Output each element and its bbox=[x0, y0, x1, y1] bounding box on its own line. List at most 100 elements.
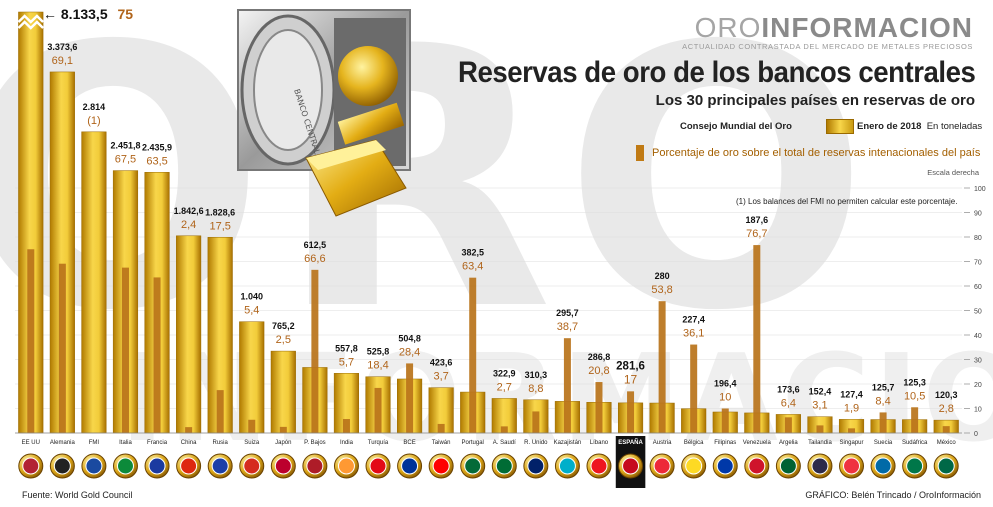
flag-inner-icon bbox=[274, 457, 292, 475]
flag-inner-icon bbox=[590, 457, 608, 475]
axis-break-icon bbox=[17, 20, 44, 30]
flag-inner-icon bbox=[53, 457, 71, 475]
pct-label: 5,4 bbox=[244, 305, 259, 317]
pct-label: 1,9 bbox=[844, 402, 859, 414]
tonnes-label: 765,2 bbox=[272, 321, 295, 331]
tonnes-label: 310,3 bbox=[525, 370, 548, 380]
tonnes-bar bbox=[239, 321, 265, 434]
pct-bar bbox=[216, 390, 224, 433]
footnote: (1) Los balances del FMI no permiten cal… bbox=[736, 197, 958, 206]
category-label: Austria bbox=[653, 440, 672, 446]
brand-name-part1: ORO bbox=[694, 12, 762, 43]
legend-pct-swatch bbox=[636, 145, 644, 161]
flag-inner-icon bbox=[937, 457, 955, 475]
pct-bar bbox=[469, 277, 477, 433]
pct-bar bbox=[848, 428, 856, 433]
footer-credit: GRÁFICO: Belén Trincado / OroInformación bbox=[805, 490, 981, 500]
tonnes-label: 173,6 bbox=[777, 384, 800, 394]
category-label: Suecia bbox=[874, 440, 893, 446]
flag-inner-icon bbox=[464, 457, 482, 475]
flag-inner-icon bbox=[622, 457, 640, 475]
flag-inner-icon bbox=[148, 457, 166, 475]
tonnes-label: 612,5 bbox=[304, 240, 327, 250]
us-tonnes-value: 8.133,5 bbox=[60, 6, 108, 22]
pct-label: 8,8 bbox=[528, 383, 543, 395]
tonnes-label: 227,4 bbox=[682, 315, 705, 325]
pct-bar bbox=[816, 425, 824, 433]
pct-bar bbox=[185, 427, 193, 433]
pct-bar bbox=[753, 245, 761, 433]
category-label: India bbox=[340, 440, 354, 446]
tonnes-label: 382,5 bbox=[461, 248, 484, 258]
pct-label: 2,8 bbox=[939, 403, 954, 415]
tonnes-label: 120,3 bbox=[935, 390, 958, 400]
pct-label: 69,1 bbox=[52, 55, 73, 67]
tonnes-label: 196,4 bbox=[714, 379, 737, 389]
right-axis-tick-label: 80 bbox=[974, 235, 982, 242]
flag-inner-icon bbox=[401, 457, 419, 475]
chart-subtitle: Los 30 principales países en reservas de… bbox=[655, 92, 975, 109]
footer-source: Fuente: World Gold Council bbox=[22, 490, 133, 500]
us-value-callout: ← 8.133,5 75 bbox=[43, 6, 133, 22]
category-label: Alemania bbox=[50, 440, 76, 446]
pct-bar bbox=[627, 391, 635, 433]
tonnes-label: 525,8 bbox=[367, 347, 390, 357]
pct-label: 10 bbox=[719, 392, 731, 404]
tonnes-label: 2.451,8 bbox=[110, 141, 140, 151]
tonnes-label: 281,6 bbox=[616, 360, 645, 372]
right-axis-tick-label: 10 bbox=[974, 407, 982, 414]
us-pct-value: 75 bbox=[117, 6, 134, 22]
category-label: Kazajistán bbox=[554, 440, 582, 446]
brand-name-part2: INFORMACION bbox=[761, 12, 973, 43]
pct-label: 2,7 bbox=[497, 381, 512, 393]
right-axis-tick-label: 20 bbox=[974, 382, 982, 389]
flag-inner-icon bbox=[369, 457, 387, 475]
flag-inner-icon bbox=[906, 457, 924, 475]
tonnes-label: 322,9 bbox=[493, 368, 516, 378]
tonnes-label: 127,4 bbox=[840, 389, 863, 399]
pct-label: 2,5 bbox=[276, 334, 291, 346]
category-label: China bbox=[181, 440, 197, 446]
flag-inner-icon bbox=[22, 457, 40, 475]
right-axis-tick-label: 100 bbox=[974, 186, 986, 193]
left-arrow-icon: ← bbox=[43, 6, 57, 22]
pct-bar bbox=[58, 263, 66, 433]
category-label: Japón bbox=[275, 440, 291, 446]
tonnes-label: 504,8 bbox=[398, 333, 421, 343]
pct-bar bbox=[595, 382, 603, 433]
chart-title: Reservas de oro de los bancos centrales bbox=[457, 56, 976, 89]
category-label: Singapur bbox=[840, 440, 864, 446]
legend-date: Enero de 2018 bbox=[857, 121, 922, 132]
category-label: A. Saudí bbox=[493, 440, 516, 446]
pct-bar bbox=[406, 363, 414, 433]
tonnes-label: 295,7 bbox=[556, 308, 579, 318]
pct-label: 66,6 bbox=[304, 253, 325, 265]
category-label: Francia bbox=[147, 440, 168, 446]
category-label: BCE bbox=[403, 440, 415, 446]
pct-label: 18,4 bbox=[367, 360, 388, 372]
flag-inner-icon bbox=[211, 457, 229, 475]
category-label: Portugal bbox=[462, 440, 484, 446]
tonnes-label: 3.373,6 bbox=[47, 42, 77, 52]
flag-inner-icon bbox=[779, 457, 797, 475]
pct-label: 17 bbox=[624, 372, 638, 386]
pct-bar bbox=[563, 338, 571, 433]
right-axis-tick-label: 60 bbox=[974, 284, 982, 291]
tonnes-bar bbox=[333, 373, 360, 434]
flag-inner-icon bbox=[685, 457, 703, 475]
flag-inner-icon bbox=[306, 457, 324, 475]
right-axis-tick-label: 0 bbox=[974, 431, 978, 438]
pct-bar bbox=[121, 267, 129, 433]
flag-inner-icon bbox=[811, 457, 829, 475]
legend-unit: En toneladas bbox=[926, 121, 983, 132]
category-label: México bbox=[937, 440, 957, 446]
pct-bar bbox=[721, 408, 729, 433]
right-axis-tick-label: 40 bbox=[974, 333, 982, 340]
tonnes-label: 187,6 bbox=[746, 215, 769, 225]
pct-label: 20,8 bbox=[588, 365, 609, 377]
pct-bar bbox=[532, 411, 540, 433]
pct-bar bbox=[658, 301, 666, 433]
category-label: EE UU bbox=[22, 440, 40, 446]
tonnes-label: 2.435,9 bbox=[142, 142, 172, 152]
